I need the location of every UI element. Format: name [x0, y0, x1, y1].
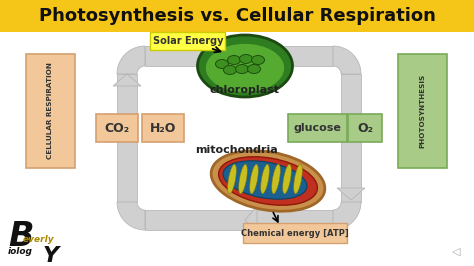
Text: Y: Y: [43, 246, 59, 266]
Text: glucose: glucose: [293, 123, 341, 133]
Polygon shape: [218, 42, 230, 70]
FancyBboxPatch shape: [398, 54, 447, 168]
Ellipse shape: [224, 65, 237, 74]
FancyBboxPatch shape: [142, 114, 184, 142]
FancyBboxPatch shape: [26, 54, 75, 168]
Ellipse shape: [236, 64, 248, 73]
Polygon shape: [145, 46, 333, 66]
Ellipse shape: [239, 55, 253, 64]
Text: O₂: O₂: [357, 122, 373, 135]
Polygon shape: [341, 74, 361, 202]
Bar: [0, 34, 474, 266]
Ellipse shape: [272, 164, 280, 194]
Polygon shape: [117, 74, 137, 202]
Ellipse shape: [283, 164, 292, 194]
Text: CELLULAR RESPIRATION: CELLULAR RESPIRATION: [47, 63, 54, 159]
Ellipse shape: [228, 56, 240, 64]
Text: mitochondria: mitochondria: [196, 145, 278, 155]
Ellipse shape: [223, 161, 307, 199]
Text: Solar Energy: Solar Energy: [153, 35, 223, 45]
Ellipse shape: [250, 164, 258, 194]
Ellipse shape: [228, 164, 237, 194]
Text: CO₂: CO₂: [104, 122, 129, 135]
Bar: [0, 0, 474, 32]
Text: H₂O: H₂O: [150, 122, 176, 135]
Polygon shape: [333, 46, 361, 74]
Text: iolog: iolog: [8, 247, 33, 256]
Polygon shape: [245, 206, 257, 234]
Polygon shape: [145, 210, 333, 230]
Polygon shape: [117, 202, 145, 230]
Ellipse shape: [261, 164, 269, 194]
Ellipse shape: [247, 64, 261, 73]
Ellipse shape: [205, 43, 285, 93]
FancyBboxPatch shape: [288, 114, 347, 142]
FancyBboxPatch shape: [151, 31, 226, 49]
Polygon shape: [113, 74, 141, 86]
FancyBboxPatch shape: [348, 114, 382, 142]
Text: everly: everly: [23, 235, 55, 244]
Ellipse shape: [198, 35, 292, 97]
Text: B: B: [8, 219, 34, 252]
Text: chloroplast: chloroplast: [210, 85, 280, 95]
Polygon shape: [337, 188, 365, 200]
Ellipse shape: [252, 56, 264, 64]
FancyBboxPatch shape: [96, 114, 138, 142]
FancyBboxPatch shape: [243, 223, 347, 243]
Ellipse shape: [294, 164, 302, 194]
Polygon shape: [333, 202, 361, 230]
Text: PHOTOSYNTHESIS: PHOTOSYNTHESIS: [419, 74, 426, 148]
Ellipse shape: [216, 60, 228, 69]
Text: ◁: ◁: [452, 247, 460, 257]
Text: Chemical energy [ATP]: Chemical energy [ATP]: [241, 228, 349, 238]
Ellipse shape: [219, 157, 318, 205]
Ellipse shape: [239, 164, 247, 194]
Ellipse shape: [211, 151, 325, 211]
Polygon shape: [117, 46, 145, 74]
Text: Photosynthesis vs. Cellular Respiration: Photosynthesis vs. Cellular Respiration: [38, 7, 436, 25]
